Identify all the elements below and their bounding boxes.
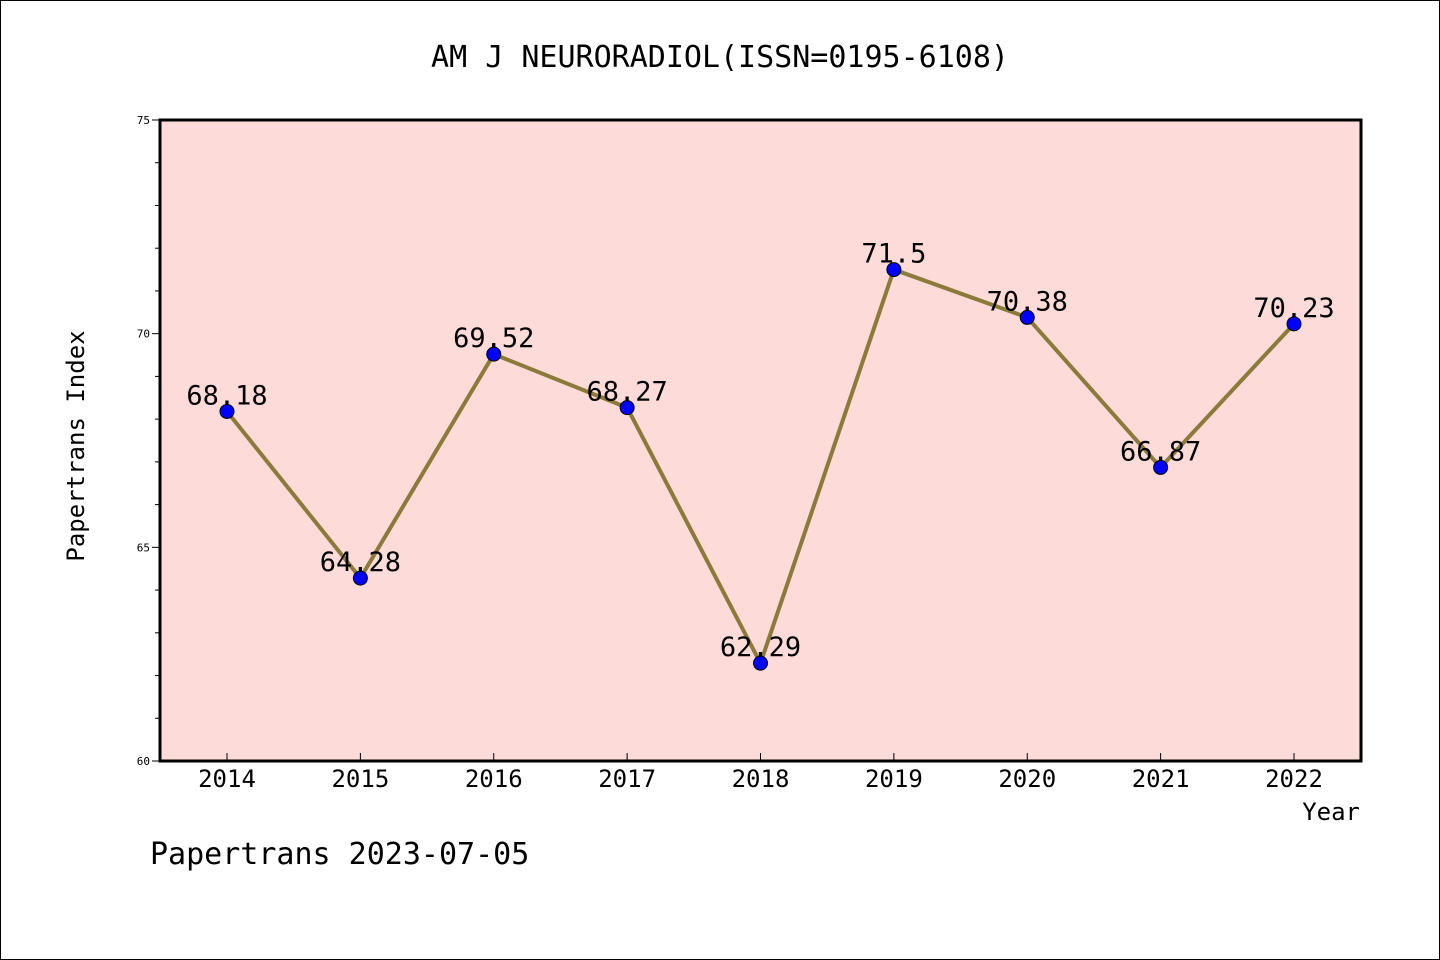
data-point xyxy=(486,346,502,362)
data-label: 69.52 xyxy=(453,323,534,354)
plot-area xyxy=(158,118,1363,763)
data-label: 68.18 xyxy=(186,380,267,411)
data-points-group xyxy=(219,262,1302,671)
data-label: 71.5 xyxy=(861,239,926,270)
data-label: 66.87 xyxy=(1120,436,1201,467)
footer-text: Papertrans 2023-07-05 xyxy=(150,837,529,872)
data-label: 70.23 xyxy=(1253,293,1334,324)
data-point xyxy=(886,262,902,278)
data-label: 68.27 xyxy=(586,377,667,408)
x-tick-label: 2018 xyxy=(732,765,790,793)
data-point xyxy=(1286,316,1302,332)
data-point xyxy=(753,655,768,671)
x-tick-label: 2015 xyxy=(331,765,389,793)
y-tick-label: 75 xyxy=(137,114,150,127)
data-point xyxy=(352,570,368,586)
data-labels-group: 68.18 64.28 69.52 68.27 62.29 71.5 70.38 66.87 7… xyxy=(186,239,1334,664)
y-axis-label: Papertrans Index xyxy=(62,330,90,561)
chart-title: AM J NEURORADIOL(ISSN=0195-6108) xyxy=(431,40,1009,75)
x-tick-label: 2022 xyxy=(1265,765,1323,793)
x-axis-label: Year xyxy=(1302,798,1360,826)
y-tick-label: 70 xyxy=(137,328,150,341)
y-axis: 60 65 70 75 xyxy=(137,114,160,768)
data-label: 64.28 xyxy=(320,547,401,578)
data-label: 62.29 xyxy=(720,632,801,663)
x-tick-label: 2020 xyxy=(998,765,1056,793)
x-tick-label: 2019 xyxy=(865,765,923,793)
y-tick-label: 60 xyxy=(137,755,150,768)
x-tick-label: 2021 xyxy=(1132,765,1190,793)
data-point xyxy=(219,403,235,419)
x-axis: 2014 2015 2016 2017 2018 2019 2020 2021 2022 xyxy=(198,753,1323,793)
data-point xyxy=(1019,309,1035,325)
data-label: 70.38 xyxy=(987,286,1068,317)
data-point xyxy=(1153,459,1169,475)
x-tick-label: 2017 xyxy=(598,765,656,793)
data-point xyxy=(619,400,635,416)
x-tick-label: 2014 xyxy=(198,765,256,793)
y-tick-label: 65 xyxy=(137,541,150,554)
x-tick-label: 2016 xyxy=(465,765,523,793)
